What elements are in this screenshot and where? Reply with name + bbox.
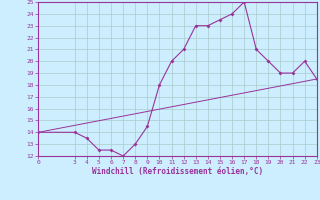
X-axis label: Windchill (Refroidissement éolien,°C): Windchill (Refroidissement éolien,°C) bbox=[92, 167, 263, 176]
